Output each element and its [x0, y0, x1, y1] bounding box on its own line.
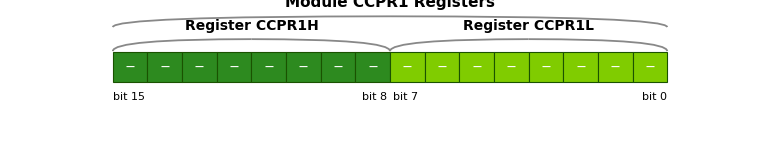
Text: —: — [368, 63, 377, 72]
Bar [598, 52, 632, 82]
Text: —: — [507, 63, 516, 72]
Text: —: — [576, 63, 585, 72]
Text: Register CCPR1H: Register CCPR1H [184, 19, 318, 33]
Bar [320, 52, 355, 82]
Bar [182, 52, 217, 82]
Bar [113, 52, 148, 82]
Bar [390, 52, 425, 82]
Text: bit 0: bit 0 [642, 92, 667, 102]
Bar [632, 52, 667, 82]
Bar [355, 52, 390, 82]
Bar [425, 52, 460, 82]
Text: —: — [472, 63, 481, 72]
Bar [494, 52, 529, 82]
Bar [217, 52, 251, 82]
Text: bit 7: bit 7 [393, 92, 418, 102]
Bar [286, 52, 320, 82]
Bar [460, 52, 494, 82]
Text: —: — [541, 63, 550, 72]
Bar [148, 52, 182, 82]
Text: —: — [264, 63, 273, 72]
Text: Register CCPR1L: Register CCPR1L [463, 19, 594, 33]
Text: —: — [611, 63, 619, 72]
Text: —: — [126, 63, 135, 72]
Text: bit 15: bit 15 [113, 92, 145, 102]
Bar [251, 52, 286, 82]
Bar [563, 52, 598, 82]
Text: —: — [161, 63, 169, 72]
Text: —: — [438, 63, 447, 72]
Text: —: — [403, 63, 412, 72]
Text: —: — [230, 63, 239, 72]
Text: bit 8: bit 8 [362, 92, 387, 102]
Text: —: — [299, 63, 308, 72]
Text: —: — [333, 63, 342, 72]
Text: —: — [195, 63, 204, 72]
Text: —: — [645, 63, 654, 72]
Bar [529, 52, 563, 82]
Text: Module CCPR1 Registers: Module CCPR1 Registers [285, 0, 495, 10]
